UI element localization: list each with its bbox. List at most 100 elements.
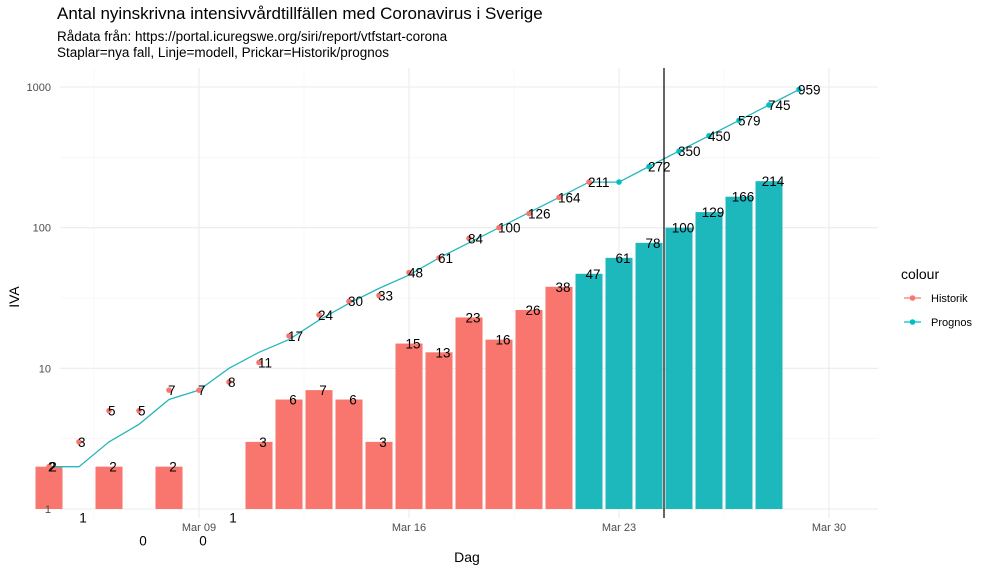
data-point [766,102,772,108]
data-point [76,439,82,445]
bar-value-label: 13 [436,345,451,360]
bar [515,309,543,509]
bar-value-label: 2 [49,460,57,475]
bar [485,339,513,509]
bar-value-label: 16 [496,333,511,348]
bar [275,399,303,509]
bar-value-label: 15 [406,337,421,352]
bar [665,227,693,509]
point-value-label: 24 [318,308,334,323]
data-point [256,359,262,366]
y-tick-label: 1000 [27,82,51,94]
axes: 1 10 100 1000 Mar 09 Mar 16 Mar 23 Mar 30 [27,82,847,534]
bar-value-label: 78 [646,236,661,251]
point-value-label: 7 [168,383,176,398]
data-point [466,235,472,242]
chart-subtitle-legend-note: Staplar=nya fall, Linje=modell, Prickar=… [57,45,390,60]
bar [155,466,183,509]
data-point [376,292,382,299]
data-point [496,224,502,231]
bar [605,257,633,509]
point-value-label: 3 [78,435,86,450]
bar-value-label: 26 [526,303,541,318]
y-tick-label: 10 [39,363,51,375]
bar [695,212,723,509]
bar-value-label: 100 [672,221,695,236]
data-point [676,148,682,154]
point-value-label: 745 [768,98,791,113]
bar-value-label: 2 [109,460,117,475]
point-value-label: 350 [678,144,701,159]
y-axis-title: IVA [6,286,22,308]
bar [725,196,753,510]
point-value-label: 100 [498,221,521,236]
bar [635,242,663,510]
bar [95,466,123,509]
data-point [586,179,592,185]
bar [755,181,783,509]
x-tick-label: Mar 16 [392,522,426,534]
data-point [196,387,202,393]
bar-value-label: 129 [702,205,725,220]
point-value-label: 33 [378,288,393,303]
x-axis-title: Dag [454,549,480,565]
x-tick-label: Mar 30 [812,522,846,534]
bar-value-label: 0 [199,534,207,549]
point-value-label: 959 [798,83,821,98]
point-value-label: 61 [438,251,453,266]
bar-value-label: 1 [229,511,237,526]
data-point [106,407,112,414]
legend-entry-label: Prognos [931,317,972,329]
data-point [616,179,622,185]
point-value-label: 126 [528,207,551,222]
bar [425,352,453,509]
bar [575,273,603,509]
bar-value-label: 6 [289,393,297,408]
point-value-label: 211 [588,175,610,190]
point-value-label: 579 [738,113,761,128]
data-point [436,255,442,261]
bar-value-label: 7 [319,383,327,398]
point-value-label: 11 [258,356,272,371]
y-tick-label: 100 [33,223,51,235]
point-value-label: 7 [198,383,206,398]
bar-value-label: 61 [616,251,631,266]
bar [35,466,63,509]
bar [335,399,363,509]
point-value-label: 5 [108,404,116,419]
data-point [406,269,412,276]
bar-value-label: 23 [466,310,481,325]
y-tick-label: 1 [45,504,51,516]
x-tick-label: Mar 09 [182,522,216,534]
data-point [136,407,142,414]
point-value-label: 30 [348,294,363,309]
data-point [736,117,742,124]
model-line [49,89,800,468]
bar [395,343,423,509]
data-point [286,333,292,339]
bar-value-label: 6 [349,393,357,408]
model-line-layer [49,68,800,518]
legend: colour Historik Prognos [901,266,972,329]
point-value-label: 5 [138,404,146,419]
legend-key-point [909,295,916,301]
data-point [166,387,172,393]
point-value-label: 84 [468,231,484,246]
point-value-label: 2 [48,460,56,475]
bar-value-label: 3 [259,435,267,450]
bar-value-label: 166 [732,190,755,205]
legend-key-point [909,319,916,325]
point-value-label: 48 [408,266,423,281]
data-point [346,298,352,305]
data-point [316,312,322,318]
legend-entry-label: Historik [931,293,968,305]
bar-value-label: 2 [169,460,177,475]
bar-value-label: 38 [556,280,571,295]
data-point [796,86,802,93]
bar-value-label: 3 [379,435,387,450]
data-point [646,163,652,170]
data-point [706,132,712,139]
bar [545,286,573,509]
